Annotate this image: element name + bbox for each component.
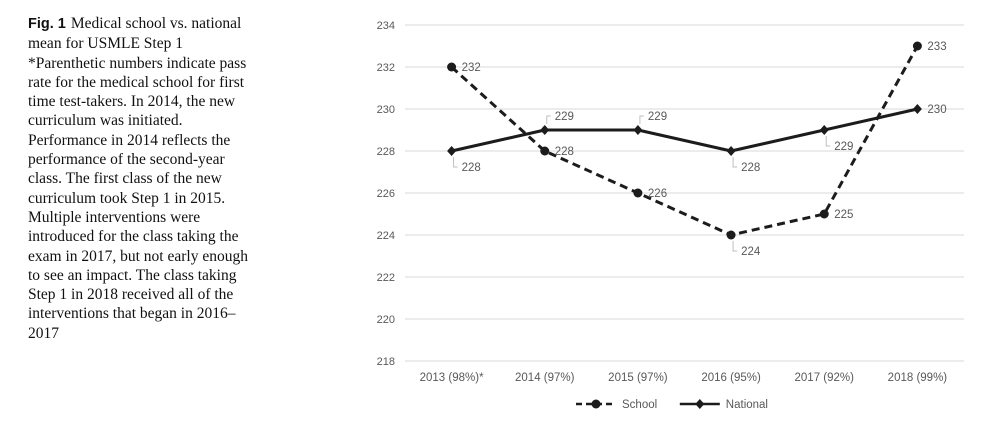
figure-label: Fig. 1 — [28, 16, 66, 32]
y-axis-tick-label: 220 — [377, 314, 395, 326]
data-point-label: 228 — [741, 162, 760, 174]
x-axis-category-label: 2014 (97%) — [515, 372, 575, 384]
label-leader-line — [639, 115, 644, 124]
legend-marker-school — [591, 399, 601, 409]
data-point-marker-school — [726, 230, 736, 240]
data-point-marker-national — [726, 146, 736, 156]
data-point-label: 229 — [648, 111, 667, 123]
data-point-marker-school — [540, 146, 550, 156]
x-axis-category-label: 2017 (92%) — [795, 372, 855, 384]
data-point-label: 224 — [741, 246, 761, 258]
data-point-label: 232 — [462, 62, 481, 74]
data-point-label: 233 — [927, 41, 946, 53]
x-axis-category-label: 2013 (98%)* — [420, 372, 484, 384]
data-point-marker-national — [912, 104, 922, 114]
chart-canvas: 218 220 222 224 226 228 230 232 234 2013 (98%)* 20… — [377, 20, 964, 411]
data-point-marker-national — [633, 125, 643, 135]
line-chart: 218 220 222 224 226 228 230 232 234 2013 (98%)* 20… — [375, 0, 999, 427]
data-point-marker-school — [633, 188, 643, 198]
y-axis-tick-label: 218 — [377, 356, 395, 368]
label-leader-line — [732, 241, 738, 252]
series-line-national — [451, 107, 918, 153]
y-axis-tick-label: 226 — [377, 188, 395, 200]
x-axis-category-label: 2018 (99%) — [888, 372, 948, 384]
y-axis-tick-label: 232 — [377, 62, 395, 74]
data-point-marker-national — [540, 125, 550, 135]
label-leader-line — [825, 136, 831, 147]
data-point-label: 229 — [834, 141, 853, 153]
label-leader-line — [453, 157, 458, 168]
figure-caption-text: Medical school vs. national mean for USM… — [28, 15, 248, 342]
y-axis-tick-label: 234 — [377, 20, 395, 32]
data-point-label: 229 — [555, 111, 574, 123]
data-point-label: 228 — [462, 162, 481, 174]
label-leader-line — [546, 115, 551, 124]
y-axis-tick-label: 228 — [377, 146, 395, 158]
legend-marker-national — [695, 399, 705, 409]
data-point-marker-school — [912, 41, 922, 51]
data-point-marker-national — [819, 125, 829, 135]
y-axis-tick-label: 230 — [377, 104, 395, 116]
data-point-label: 226 — [648, 188, 667, 200]
data-point-marker-national — [447, 146, 457, 156]
data-point-marker-school — [447, 62, 457, 72]
series-line-school — [450, 45, 919, 237]
data-point-marker-school — [819, 209, 829, 219]
data-point-label: 225 — [834, 209, 853, 221]
legend-label-school: School — [622, 399, 657, 411]
data-point-label: 228 — [555, 146, 574, 158]
data-point-label: 230 — [927, 104, 946, 116]
y-axis-tick-label: 224 — [377, 230, 395, 242]
label-leader-line — [732, 157, 738, 168]
y-axis-tick-label: 222 — [377, 272, 395, 284]
legend-label-national: National — [726, 399, 768, 411]
x-axis-category-label: 2016 (95%) — [701, 372, 761, 384]
x-axis-category-label: 2015 (97%) — [608, 372, 668, 384]
figure-caption: Fig. 1 Medical school vs. national mean f… — [28, 14, 254, 343]
